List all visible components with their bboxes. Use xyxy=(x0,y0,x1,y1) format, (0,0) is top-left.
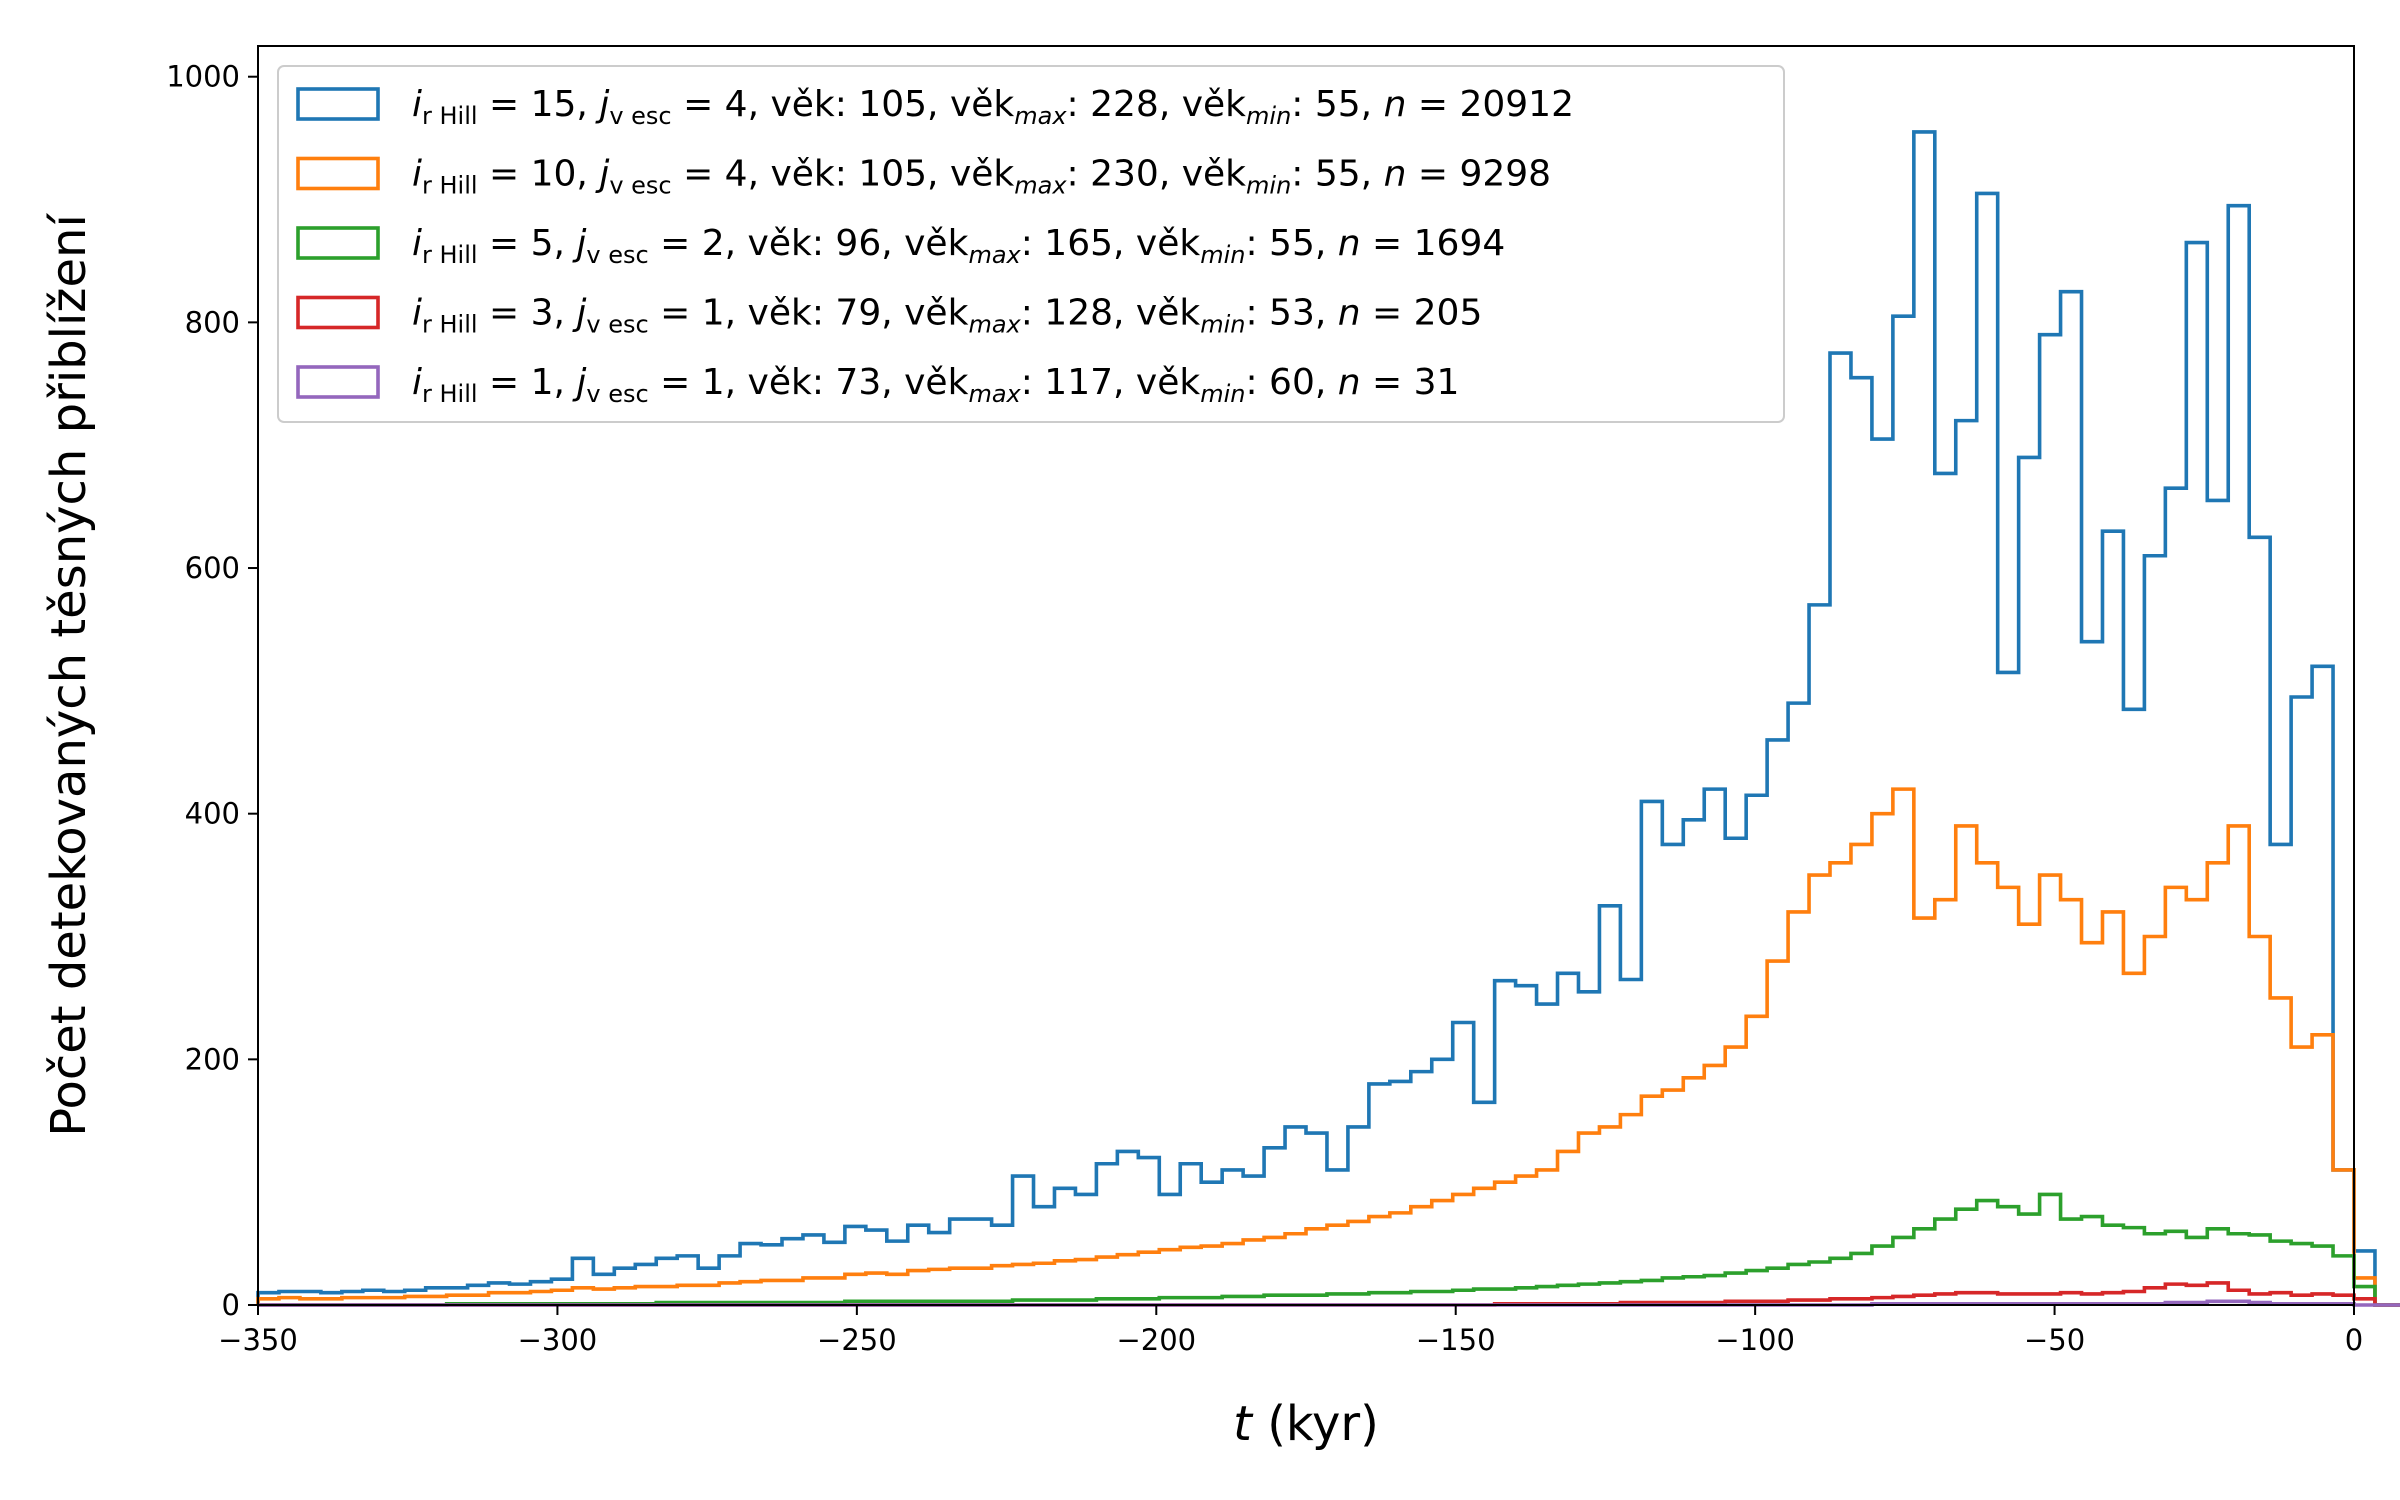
legend-i-value: = 10, xyxy=(478,154,600,195)
y-axis: 0 200 400 600 800 1000 xyxy=(166,60,258,1322)
y-tick-label: 600 xyxy=(185,551,240,585)
legend-j-sub: v esc xyxy=(586,241,648,269)
x-axis: −350 −300 −250 −200 −150 −100 −50 0 xyxy=(218,1305,2363,1357)
legend-age: = 2, věk: 96, věk xyxy=(649,223,969,264)
legend-n-var: n xyxy=(1384,154,1407,195)
legend-age: = 1, věk: 73, věk xyxy=(649,362,969,403)
legend-i-sub: r Hill xyxy=(422,172,478,200)
legend-age: = 1, věk: 79, věk xyxy=(649,293,969,334)
legend-min-sub: min xyxy=(1200,241,1245,269)
legend-j-sub: v esc xyxy=(586,380,648,408)
x-axis-label-var: t xyxy=(1233,1396,1254,1452)
legend-entry: ir Hill = 5, jv esc = 2, věk: 96, věkmax… xyxy=(412,223,1505,269)
legend-age-max: : 165, věk xyxy=(1021,223,1201,264)
legend-n-var: n xyxy=(1384,84,1407,125)
x-tick-label: −50 xyxy=(2024,1323,2085,1357)
x-axis-label-unit: (kyr) xyxy=(1267,1396,1379,1452)
legend-n-var: n xyxy=(1338,293,1361,334)
legend-entry: ir Hill = 10, jv esc = 4, věk: 105, věkm… xyxy=(412,154,1551,200)
legend-n-value: = 1694 xyxy=(1361,223,1506,264)
x-tick-label: −300 xyxy=(518,1323,598,1357)
legend-n-value: = 31 xyxy=(1361,362,1460,403)
x-tick-label: −250 xyxy=(817,1323,897,1357)
y-tick-label: 400 xyxy=(185,797,240,831)
legend-swatch xyxy=(296,295,380,330)
legend-age-min: : 53, xyxy=(1245,293,1337,334)
histogram-series-3 xyxy=(258,1192,2400,1307)
legend-age-min: : 60, xyxy=(1245,362,1337,403)
legend-entry: ir Hill = 1, jv esc = 1, věk: 73, věkmax… xyxy=(412,362,1459,408)
legend-n-value: = 20912 xyxy=(1406,84,1574,125)
legend-i-var: i xyxy=(412,154,422,195)
legend-max-sub: max xyxy=(968,380,1021,408)
legend-i-value: = 1, xyxy=(478,362,577,403)
legend-age: = 4, věk: 105, věk xyxy=(672,154,1015,195)
legend-box xyxy=(277,65,1785,423)
legend-age-max: : 117, věk xyxy=(1021,362,1201,403)
legend-i-value: = 3, xyxy=(478,293,577,334)
legend-i-sub: r Hill xyxy=(422,241,478,269)
legend-entry: ir Hill = 15, jv esc = 4, věk: 105, věkm… xyxy=(412,84,1574,130)
legend-min-sub: min xyxy=(1246,102,1291,130)
legend-j-sub: v esc xyxy=(609,172,671,200)
x-tick-label: −150 xyxy=(1416,1323,1496,1357)
axes-frame xyxy=(257,45,2355,1306)
x-tick-label: −350 xyxy=(218,1323,298,1357)
legend-n-var: n xyxy=(1338,362,1361,403)
legend-n-var: n xyxy=(1338,223,1361,264)
x-axis-label: t (kyr) xyxy=(1233,1396,1379,1452)
legend-min-sub: min xyxy=(1246,172,1291,200)
legend-n-value: = 205 xyxy=(1361,293,1483,334)
y-axis-label: Počet detekovaných těsných přiblížení xyxy=(41,213,97,1137)
legend-age-min: : 55, xyxy=(1291,154,1383,195)
legend-age: = 4, věk: 105, věk xyxy=(672,84,1015,125)
legend-max-sub: max xyxy=(968,241,1021,269)
legend-min-sub: min xyxy=(1200,380,1245,408)
legend-i-var: i xyxy=(412,293,422,334)
legend-age-min: : 55, xyxy=(1245,223,1337,264)
legend-swatch xyxy=(296,156,380,191)
legend-i-sub: r Hill xyxy=(422,380,478,408)
histogram-series-1 xyxy=(256,130,2400,1307)
y-tick-label: 800 xyxy=(185,305,240,339)
y-tick-label: 1000 xyxy=(166,60,240,94)
legend-max-sub: max xyxy=(968,311,1021,339)
legend-j-sub: v esc xyxy=(609,102,671,130)
x-tick-label: −200 xyxy=(1116,1323,1196,1357)
x-tick-label: 0 xyxy=(2345,1323,2363,1357)
legend-max-sub: max xyxy=(1014,102,1067,130)
legend-entry: ir Hill = 3, jv esc = 1, věk: 79, věkmax… xyxy=(412,293,1482,339)
legend-i-value: = 15, xyxy=(478,84,600,125)
legend-j-sub: v esc xyxy=(586,311,648,339)
histogram-series-2 xyxy=(256,787,2400,1307)
legend-swatch xyxy=(296,365,380,399)
legend-i-sub: r Hill xyxy=(422,102,478,130)
y-tick-label: 0 xyxy=(222,1288,240,1322)
legend-swatch xyxy=(296,87,380,121)
legend-age-max: : 128, věk xyxy=(1021,293,1201,334)
y-tick-label: 200 xyxy=(185,1042,240,1076)
x-tick-label: −100 xyxy=(1715,1323,1795,1357)
legend-age-min: : 55, xyxy=(1291,84,1383,125)
legend-i-var: i xyxy=(412,223,422,264)
legend-max-sub: max xyxy=(1014,172,1067,200)
legend-age-max: : 230, věk xyxy=(1067,154,1247,195)
legend: ir Hill = 15, jv esc = 4, věk: 105, věkm… xyxy=(277,65,1785,423)
legend-swatch xyxy=(296,226,380,260)
legend-age-max: : 228, věk xyxy=(1067,84,1247,125)
legend-i-value: = 5, xyxy=(478,223,577,264)
legend-i-var: i xyxy=(412,362,422,403)
legend-min-sub: min xyxy=(1200,311,1245,339)
legend-i-var: i xyxy=(412,84,422,125)
legend-i-sub: r Hill xyxy=(422,311,478,339)
legend-n-value: = 9298 xyxy=(1406,154,1551,195)
